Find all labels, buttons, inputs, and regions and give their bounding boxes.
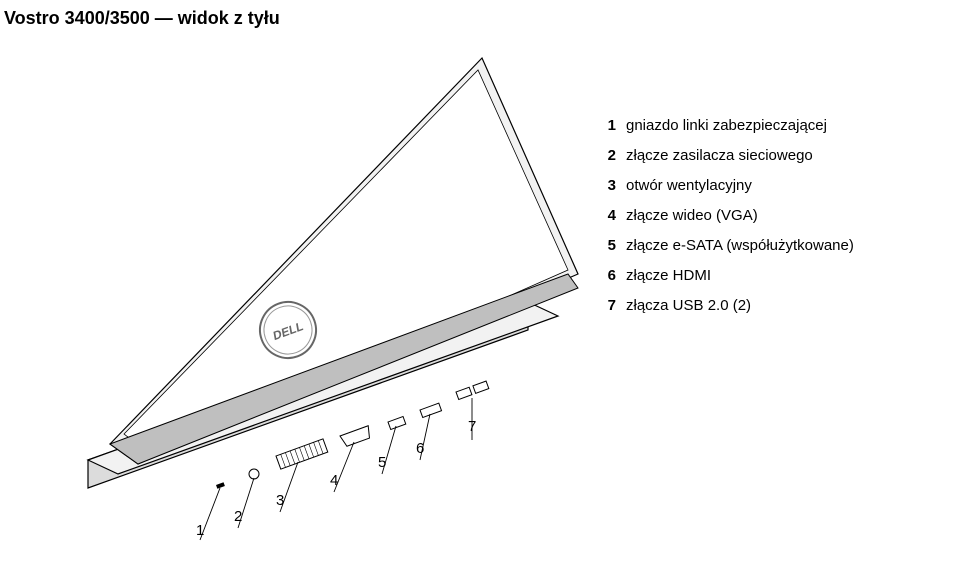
callout-num: 4 — [330, 472, 338, 489]
legend-num: 7 — [598, 294, 616, 318]
laptop-svg: DELL — [28, 40, 588, 560]
callout-num: 5 — [378, 454, 386, 471]
legend-num: 5 — [598, 234, 616, 258]
legend-num: 3 — [598, 174, 616, 198]
legend-item: 6 złącze HDMI — [598, 264, 854, 288]
legend-item: 7 złącza USB 2.0 (2) — [598, 294, 854, 318]
legend-text: złącze zasilacza sieciowego — [626, 144, 813, 168]
legend-num: 2 — [598, 144, 616, 168]
callout-num: 7 — [468, 418, 476, 435]
port-lock — [216, 482, 225, 488]
legend-text: złącze e-SATA (współużytkowane) — [626, 234, 854, 258]
legend-num: 6 — [598, 264, 616, 288]
legend-text: gniazdo linki zabezpieczającej — [626, 114, 827, 138]
legend-item: 3 otwór wentylacyjny — [598, 174, 854, 198]
legend-item: 1 gniazdo linki zabezpieczającej — [598, 114, 854, 138]
page: Vostro 3400/3500 — widok z tyłu 1 gniazd… — [0, 0, 960, 568]
legend-item: 5 złącze e-SATA (współużytkowane) — [598, 234, 854, 258]
legend-text: otwór wentylacyjny — [626, 174, 752, 198]
legend-list: 1 gniazdo linki zabezpieczającej 2 złącz… — [598, 114, 854, 324]
legend-text: złącze HDMI — [626, 264, 711, 288]
page-title: Vostro 3400/3500 — widok z tyłu — [4, 8, 280, 29]
lid-inner — [124, 70, 568, 454]
callout-num: 1 — [196, 522, 204, 539]
port-power — [249, 469, 259, 479]
legend-num: 1 — [598, 114, 616, 138]
legend-text: złącza USB 2.0 (2) — [626, 294, 751, 318]
callout-num: 3 — [276, 492, 284, 509]
port-hdmi — [420, 403, 442, 417]
callout-num: 2 — [234, 508, 242, 525]
legend-num: 4 — [598, 204, 616, 228]
legend-item: 4 złącze wideo (VGA) — [598, 204, 854, 228]
legend-text: złącze wideo (VGA) — [626, 204, 758, 228]
laptop-diagram: DELL — [28, 40, 588, 560]
port-usb-group — [456, 381, 489, 399]
legend-item: 2 złącze zasilacza sieciowego — [598, 144, 854, 168]
port-vent — [276, 439, 328, 469]
port-esata — [388, 417, 406, 430]
port-vga — [340, 426, 372, 448]
callout-num: 6 — [416, 440, 424, 457]
